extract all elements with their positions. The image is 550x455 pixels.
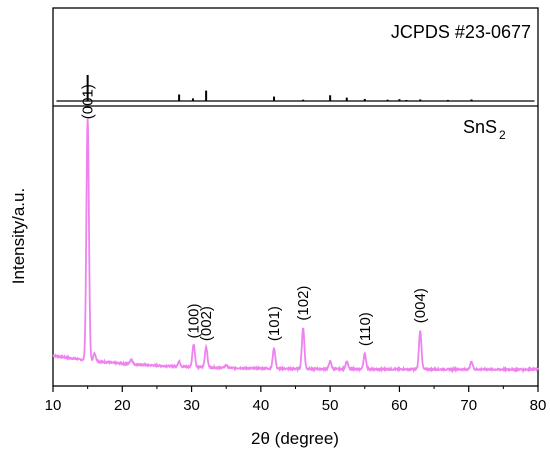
peak-label: (100) xyxy=(186,303,203,338)
x-tick-label: 80 xyxy=(530,397,547,414)
peak-label: (004) xyxy=(412,288,429,323)
peak-label: (002) xyxy=(198,306,215,341)
plot-frame xyxy=(52,7,539,387)
x-axis-label: 2θ (degree) xyxy=(251,429,339,448)
x-tick-label: 30 xyxy=(183,397,200,414)
sample-curve xyxy=(52,118,539,374)
peak-label: (110) xyxy=(357,312,374,346)
plot-border xyxy=(52,7,539,387)
y-axis-label: Intensity/a.u. xyxy=(9,188,28,284)
sample-panel: (001) (100)(002) (101) (102) (110) (004) SnS 2 xyxy=(52,84,539,374)
x-tick-label: 20 xyxy=(114,397,131,414)
peak-label: (101) xyxy=(266,306,283,341)
peak-label: (001) xyxy=(80,84,97,119)
reference-panel: JCPDS #23-0677 xyxy=(56,22,535,102)
reference-label: JCPDS #23-0677 xyxy=(391,22,531,42)
x-axis: 10 20 30 40 50 60 70 80 xyxy=(45,386,547,414)
x-tick-label: 60 xyxy=(391,397,408,414)
x-tick-label: 70 xyxy=(460,397,477,414)
sample-label-subscript: 2 xyxy=(499,128,506,142)
x-tick-label: 50 xyxy=(322,397,339,414)
sample-label: SnS xyxy=(463,117,497,137)
peak-label: (102) xyxy=(295,286,312,321)
x-tick-label: 40 xyxy=(253,397,270,414)
x-tick-label: 10 xyxy=(45,397,62,414)
